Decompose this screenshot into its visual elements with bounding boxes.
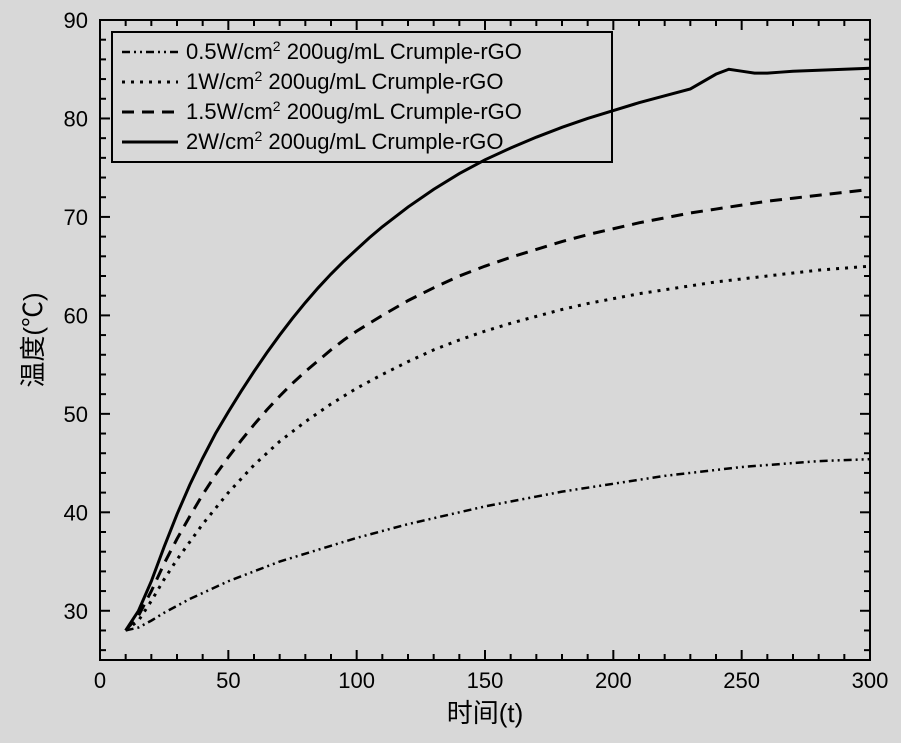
series-line-0 [126, 459, 870, 630]
y-tick-label: 40 [64, 500, 88, 525]
x-tick-label: 0 [94, 668, 106, 693]
y-tick-label: 60 [64, 303, 88, 328]
legend-label: 1W/cm2 200ug/mL Crumple-rGO [186, 68, 504, 94]
series-line-1 [126, 266, 870, 630]
x-tick-label: 50 [216, 668, 240, 693]
y-axis-label: 温度(℃) [18, 292, 48, 387]
x-tick-label: 250 [723, 668, 760, 693]
chart-container: 0 50 100 150 200 250 300 时间(t) 30 40 50 60 70 80 90 温度(… [0, 0, 901, 743]
legend-label: 1.5W/cm2 200ug/mL Crumple-rGO [186, 98, 522, 124]
x-tick-label: 300 [852, 668, 889, 693]
x-tick-label: 100 [338, 668, 375, 693]
line-chart: 0 50 100 150 200 250 300 时间(t) 30 40 50 60 70 80 90 温度(… [0, 0, 901, 743]
legend-label: 2W/cm2 200ug/mL Crumple-rGO [186, 128, 504, 154]
y-tick-label: 30 [64, 599, 88, 624]
y-tick-label: 90 [64, 8, 88, 33]
x-tick-label: 150 [467, 668, 504, 693]
x-tick-label: 200 [595, 668, 632, 693]
y-tick-label: 80 [64, 106, 88, 131]
legend-label: 0.5W/cm2 200ug/mL Crumple-rGO [186, 38, 522, 64]
series-line-2 [126, 189, 870, 630]
y-tick-label: 50 [64, 402, 88, 427]
y-tick-label: 70 [64, 205, 88, 230]
x-axis-label: 时间(t) [447, 698, 524, 728]
